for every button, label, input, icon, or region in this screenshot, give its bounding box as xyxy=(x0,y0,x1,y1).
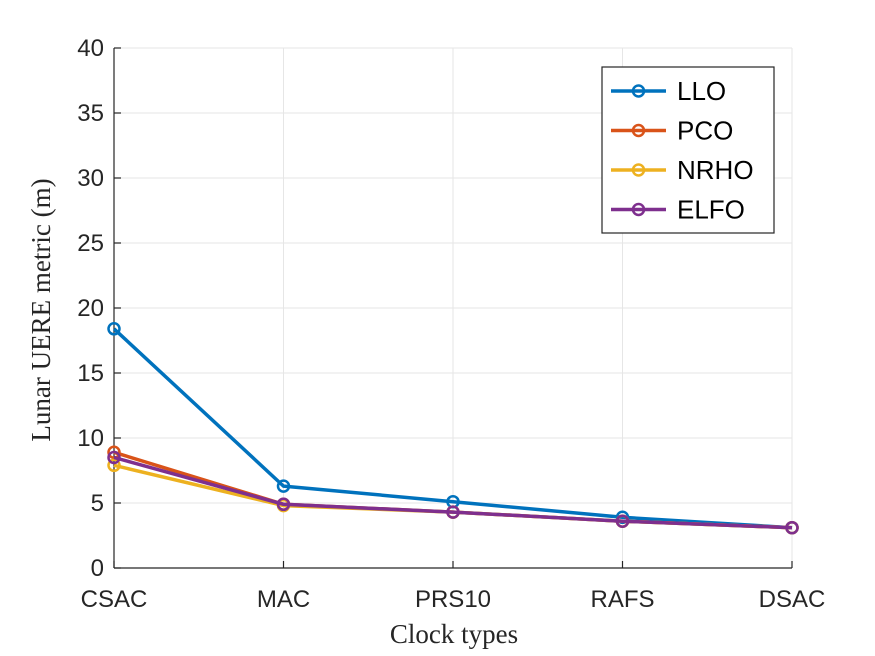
y-tick-label: 35 xyxy=(77,100,104,127)
y-tick-label: 0 xyxy=(91,555,104,582)
data-point-elfo xyxy=(615,514,630,528)
tick-labels: 0 5 10 15 20 25 30 35 40 CSAC MAC PRS10 RAFS DSAC xyxy=(77,35,825,613)
y-tick-label: 5 xyxy=(91,490,104,517)
y-tick-label: 40 xyxy=(77,35,104,62)
legend-swatch-marker xyxy=(631,163,646,177)
series-line-llo xyxy=(112,327,793,530)
data-point-nrho xyxy=(107,458,121,473)
y-tick-label: 20 xyxy=(77,295,104,322)
x-tick-label: MAC xyxy=(257,586,310,613)
legend-label: ELFO xyxy=(677,195,745,225)
legend-label: NRHO xyxy=(677,155,754,185)
y-tick-label: 25 xyxy=(77,230,104,257)
legend-label: PCO xyxy=(677,116,733,146)
legend-box xyxy=(601,66,775,234)
data-series xyxy=(107,322,799,535)
data-point-elfo xyxy=(785,520,799,535)
x-tick-label: RAFS xyxy=(590,586,654,613)
axes xyxy=(113,47,793,569)
x-tick-label: PRS10 xyxy=(415,586,491,613)
data-point-elfo xyxy=(446,505,460,519)
legend-label: LLO xyxy=(677,76,726,106)
x-tick-label: CSAC xyxy=(81,586,148,613)
x-axis-label: Clock types xyxy=(390,619,518,649)
series-line-elfo xyxy=(113,455,793,530)
data-point-elfo xyxy=(276,497,291,512)
legend-swatch-marker xyxy=(631,202,646,217)
y-tick-label: 30 xyxy=(77,165,104,192)
y-tick-label: 15 xyxy=(77,360,104,387)
legend[interactable]: LLO PCO NRHO ELFO xyxy=(601,66,775,234)
data-point-llo xyxy=(276,479,291,493)
x-tick-label: DSAC xyxy=(759,586,826,613)
y-tick-label: 10 xyxy=(77,425,104,452)
data-point-elfo xyxy=(107,450,121,465)
y-axis-label: Lunar UERE metric (m) xyxy=(26,178,56,441)
legend-swatch-marker xyxy=(631,123,646,138)
data-point-llo xyxy=(107,322,121,336)
legend-swatch-marker xyxy=(631,84,646,98)
